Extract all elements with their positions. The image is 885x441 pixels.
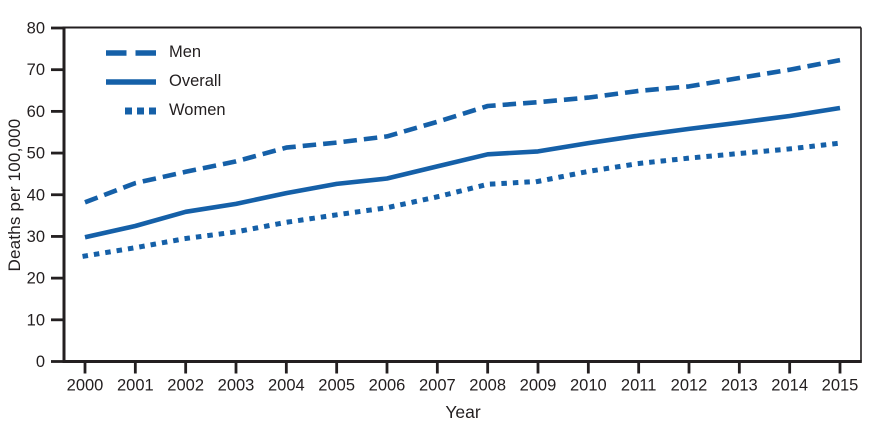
x-tick-label: 2002	[167, 377, 204, 395]
x-tick-label: 2009	[520, 377, 557, 395]
y-tick-label: 10	[27, 311, 45, 329]
x-tick-label: 2006	[369, 377, 406, 395]
y-tick-label: 0	[36, 353, 45, 371]
legend-item-men: Men	[106, 38, 226, 67]
legend-label-women: Women	[169, 101, 226, 119]
y-tick-label: 60	[27, 103, 45, 121]
dashed-line-swatch-icon	[106, 49, 156, 57]
y-tick-label: 70	[27, 61, 45, 79]
x-tick-label: 2013	[721, 377, 758, 395]
series-line-men	[84, 57, 841, 205]
series-line-overall	[84, 105, 841, 240]
x-tick-label: 2014	[771, 377, 808, 395]
x-tick-label: 2007	[419, 377, 456, 395]
x-tick-label: 2011	[621, 377, 656, 395]
x-tick-label: 2015	[822, 377, 859, 395]
x-tick-label: 2000	[67, 377, 104, 395]
x-tick-label: 2004	[268, 377, 305, 395]
y-tick-label: 50	[27, 145, 45, 163]
y-tick-label: 30	[27, 228, 45, 246]
legend-item-women: Women	[106, 96, 226, 125]
legend-item-overall: Overall	[106, 67, 226, 96]
y-tick-label: 20	[27, 270, 45, 288]
x-axis-title: Year	[445, 402, 481, 422]
y-tick-label: 40	[27, 186, 45, 204]
dotted-line-swatch-icon	[106, 107, 156, 115]
legend-label-men: Men	[169, 43, 202, 61]
solid-line-swatch-icon	[106, 78, 156, 86]
x-tick-label: 2005	[318, 377, 355, 395]
x-tick-label: 2003	[218, 377, 255, 395]
x-tick-label: 2012	[671, 377, 708, 395]
x-tick-label: 2008	[469, 377, 506, 395]
legend-label-overall: Overall	[169, 72, 222, 90]
x-tick-label: 2001	[117, 377, 154, 395]
series-line-women	[82, 140, 843, 259]
y-tick-label: 80	[27, 20, 45, 38]
x-tick-label: 2010	[570, 377, 607, 395]
legend: Men Overall Women	[106, 38, 226, 125]
